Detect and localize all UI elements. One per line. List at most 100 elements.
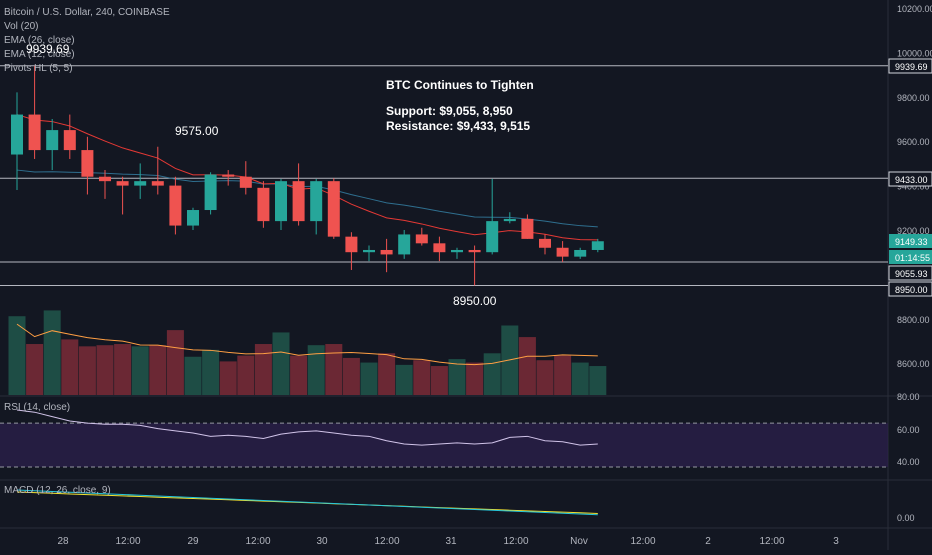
- candle-body: [275, 181, 287, 222]
- price-tag-label: 9149.33: [895, 237, 928, 247]
- volume-bar: [149, 345, 167, 395]
- price-tag: [889, 250, 932, 264]
- annotation-resistance: Resistance: $9,433, 9,515: [386, 119, 531, 133]
- volume-bar: [131, 346, 149, 395]
- candle-body: [398, 234, 411, 255]
- volume-bar: [413, 360, 431, 395]
- time-tick-label: 29: [187, 536, 199, 547]
- volume-bar: [96, 345, 114, 395]
- pivot-label-high-mid: 9575.00: [175, 124, 219, 138]
- candle-body: [345, 236, 358, 253]
- candle-body: [11, 114, 23, 155]
- candle-body: [116, 181, 129, 186]
- pivot-label-high-left: 9939.69: [26, 42, 70, 56]
- candle-body: [539, 238, 551, 248]
- ema-26-line: [16, 169, 598, 228]
- rsi-tick-label: 80.00: [897, 392, 920, 402]
- price-tick-label: 9200.00: [897, 226, 930, 236]
- candle-body: [486, 221, 499, 253]
- candle-body: [99, 176, 111, 182]
- ema-12-line: [16, 114, 598, 241]
- volume-bar: [290, 355, 308, 395]
- volume-bar: [202, 349, 220, 395]
- volume-bar: [466, 362, 484, 395]
- volume-bar: [395, 364, 413, 395]
- time-tick-label: 12:00: [759, 536, 784, 547]
- volume-bar: [571, 362, 589, 395]
- candle-body: [239, 176, 252, 188]
- volume-bar: [307, 345, 325, 395]
- volume-bar: [483, 353, 501, 395]
- price-tag: [888, 171, 932, 187]
- candle-body: [169, 185, 182, 226]
- candle-body: [81, 150, 94, 177]
- candle-body: [222, 174, 235, 177]
- candle-body: [257, 187, 270, 222]
- volume-bar: [219, 361, 237, 395]
- volume-bar: [554, 355, 572, 395]
- annotation-support: Support: $9,055, 8,950: [386, 104, 513, 118]
- candle-body: [310, 181, 323, 222]
- price-tick-label: 10200.00: [897, 4, 932, 14]
- candle-body: [451, 249, 463, 253]
- time-tick-label: 12:00: [503, 536, 528, 547]
- rsi-tick-label: 40.00: [897, 457, 920, 467]
- volume-bar: [325, 344, 343, 395]
- time-tick-label: 12:00: [115, 536, 140, 547]
- volume-bar: [430, 366, 448, 395]
- volume-bar: [114, 344, 132, 395]
- indicator-ema-12[interactable]: EMA (12, close): [4, 49, 75, 60]
- price-tag-label: 9939.69: [895, 62, 928, 72]
- time-tick-label: 3: [833, 536, 839, 547]
- candle-body: [380, 249, 393, 255]
- time-tick-label: 2: [705, 536, 711, 547]
- candle-body: [46, 130, 59, 151]
- annotation-title: BTC Continues to Tighten: [386, 78, 534, 92]
- indicator-pivots[interactable]: Pivots HL (5, 5): [4, 63, 73, 74]
- volume-bar: [272, 332, 290, 395]
- time-tick-label: 30: [316, 536, 328, 547]
- time-tick-label: 12:00: [245, 536, 270, 547]
- price-tag: [888, 265, 932, 281]
- candle-body: [187, 210, 199, 226]
- volume-bar: [166, 330, 184, 395]
- macd-tick-label: 0.00: [897, 513, 915, 523]
- candle-body: [134, 181, 147, 186]
- text-annotation[interactable]: BTC Continues to Tighten Support: $9,055…: [386, 78, 534, 134]
- candle-body: [591, 241, 604, 250]
- rsi-line: [16, 409, 598, 446]
- candle-body: [151, 181, 164, 186]
- chart-legend: Bitcoin / U.S. Dollar, 240, COINBASE Vol…: [4, 6, 170, 76]
- rsi-band: [0, 423, 888, 468]
- price-tick-label: 9400.00: [897, 182, 930, 192]
- price-tag-label: 9433.00: [895, 175, 928, 185]
- price-tag: [889, 234, 932, 248]
- volume-bar: [26, 344, 44, 395]
- volume-bar: [254, 344, 272, 395]
- candle-body: [556, 247, 569, 257]
- price-tag: [888, 281, 932, 297]
- candle-body: [363, 249, 375, 253]
- volume-bar: [237, 355, 255, 395]
- price-tick-label: 9600.00: [897, 137, 930, 147]
- volume-bar: [43, 310, 61, 395]
- indicator-ema-26[interactable]: EMA (26, close): [4, 35, 75, 46]
- volume-bar: [184, 356, 202, 395]
- candle-body: [503, 218, 516, 222]
- candle-body: [433, 243, 446, 253]
- time-tick-label: Nov: [570, 536, 588, 547]
- candle-body: [63, 130, 76, 151]
- price-tick-label: 8600.00: [897, 359, 930, 369]
- price-tick-label: 8800.00: [897, 315, 930, 325]
- symbol-line: Bitcoin / U.S. Dollar, 240, COINBASE: [4, 7, 170, 18]
- candle-body: [292, 181, 305, 222]
- indicator-vol[interactable]: Vol (20): [4, 21, 39, 32]
- rsi-title[interactable]: RSI (14, close): [4, 402, 71, 413]
- price-tag-label: 01:14:55: [895, 253, 930, 263]
- candle-body: [468, 249, 481, 253]
- rsi-tick-label: 60.00: [897, 425, 920, 435]
- macd-title[interactable]: MACD (12, 26, close, 9): [4, 485, 111, 496]
- volume-bar: [378, 353, 396, 395]
